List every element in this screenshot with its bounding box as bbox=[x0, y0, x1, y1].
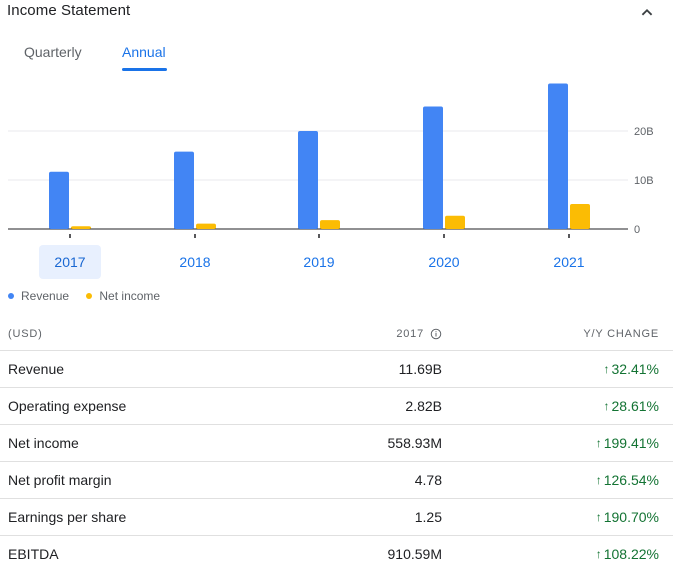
row-value: 1.25 bbox=[414, 509, 442, 525]
row-value: 11.69B bbox=[398, 361, 442, 377]
bar-revenue-2019 bbox=[298, 131, 318, 229]
row-label: Net income bbox=[8, 435, 79, 451]
row-value: 910.59M bbox=[387, 546, 442, 562]
row-label: Earnings per share bbox=[8, 509, 127, 525]
arrow-up-icon: ↑ bbox=[595, 473, 602, 487]
arrow-up-icon: ↑ bbox=[603, 362, 610, 376]
income-statement-header: Income Statement bbox=[0, 0, 673, 28]
year-button-2018[interactable]: 2018 bbox=[179, 254, 211, 270]
bar-revenue-2018 bbox=[174, 151, 194, 229]
row-value: 2.82B bbox=[405, 398, 442, 414]
net-income-dot-icon bbox=[86, 293, 93, 299]
y-tick-label: 10B bbox=[634, 175, 654, 187]
row-value: 558.93M bbox=[387, 435, 442, 451]
y-tick-label: 0 bbox=[634, 224, 640, 236]
row-change: ↑ 199.41% bbox=[520, 435, 659, 451]
currency-header: (USD) bbox=[8, 328, 43, 340]
table-row: Revenue 11.69B ↑ 32.41% bbox=[0, 351, 673, 388]
period-tabs: Quarterly Annual bbox=[0, 44, 300, 74]
row-value: 4.78 bbox=[414, 472, 442, 488]
tab-selected-indicator bbox=[122, 68, 167, 71]
y-tick-label: 20B bbox=[634, 126, 654, 138]
row-label: Net profit margin bbox=[8, 472, 112, 488]
change-header: Y/Y CHANGE bbox=[583, 328, 659, 340]
row-change: ↑ 126.54% bbox=[520, 472, 659, 488]
bar-net-income-2019 bbox=[320, 220, 340, 229]
table-row: Earnings per share 1.25 ↑ 190.70% bbox=[0, 499, 673, 536]
year-header: 2017 bbox=[360, 328, 442, 340]
arrow-up-icon: ↑ bbox=[595, 436, 602, 450]
year-button-2021[interactable]: 2021 bbox=[553, 254, 585, 270]
year-header-label: 2017 bbox=[396, 328, 424, 340]
year-button-2020[interactable]: 2020 bbox=[428, 254, 460, 270]
table-row: Net income 558.93M ↑ 199.41% bbox=[0, 425, 673, 462]
financials-table: (USD) 2017 Y/Y CHANGE Revenue 11.69B ↑ 32.4… bbox=[0, 320, 673, 573]
bar-chart: 0 10B 20B bbox=[8, 83, 654, 238]
arrow-up-icon: ↑ bbox=[603, 399, 610, 413]
income-chart: 0 10B 20B bbox=[0, 70, 673, 300]
info-icon[interactable] bbox=[430, 328, 442, 340]
table-body: Revenue 11.69B ↑ 32.41% Operating expense 2.8… bbox=[0, 351, 673, 573]
legend-revenue-label: Revenue bbox=[21, 289, 70, 303]
row-change: ↑ 108.22% bbox=[520, 546, 659, 562]
row-change-value: 108.22% bbox=[603, 546, 659, 562]
bar-net-income-2017 bbox=[71, 226, 91, 229]
table-header: (USD) 2017 Y/Y CHANGE bbox=[0, 320, 673, 351]
row-label: Operating expense bbox=[8, 398, 127, 414]
chart-legend: Revenue Net income bbox=[8, 288, 174, 304]
row-change-value: 199.41% bbox=[603, 435, 659, 451]
arrow-up-icon: ↑ bbox=[595, 510, 602, 524]
bar-net-income-2018 bbox=[196, 223, 216, 229]
row-change-value: 126.54% bbox=[603, 472, 659, 488]
tab-annual[interactable]: Annual bbox=[122, 44, 166, 60]
legend-revenue: Revenue bbox=[8, 289, 69, 303]
bar-revenue-2021 bbox=[548, 83, 568, 229]
row-change: ↑ 28.61% bbox=[520, 398, 659, 414]
legend-net-income-label: Net income bbox=[99, 289, 161, 303]
year-button-2019[interactable]: 2019 bbox=[303, 254, 335, 270]
bar-net-income-2021 bbox=[570, 204, 590, 229]
year-button-2017[interactable]: 2017 bbox=[39, 245, 101, 279]
arrow-up-icon: ↑ bbox=[595, 547, 602, 561]
bar-revenue-2020 bbox=[423, 106, 443, 229]
table-row: Net profit margin 4.78 ↑ 126.54% bbox=[0, 462, 673, 499]
row-label: EBITDA bbox=[8, 546, 59, 562]
table-row: EBITDA 910.59M ↑ 108.22% bbox=[0, 536, 673, 573]
row-change-value: 32.41% bbox=[611, 361, 659, 377]
legend-net-income: Net income bbox=[86, 289, 160, 303]
row-label: Revenue bbox=[8, 361, 65, 377]
revenue-dot-icon bbox=[8, 293, 14, 299]
bar-net-income-2020 bbox=[445, 215, 465, 229]
row-change-value: 28.61% bbox=[611, 398, 659, 414]
row-change-value: 190.70% bbox=[603, 509, 659, 525]
row-change: ↑ 32.41% bbox=[520, 361, 659, 377]
chevron-up-icon[interactable] bbox=[636, 2, 658, 24]
table-row: Operating expense 2.82B ↑ 28.61% bbox=[0, 388, 673, 425]
row-change: ↑ 190.70% bbox=[520, 509, 659, 525]
section-title: Income Statement bbox=[7, 2, 131, 19]
tab-quarterly[interactable]: Quarterly bbox=[24, 44, 82, 60]
bar-revenue-2017 bbox=[49, 171, 69, 229]
